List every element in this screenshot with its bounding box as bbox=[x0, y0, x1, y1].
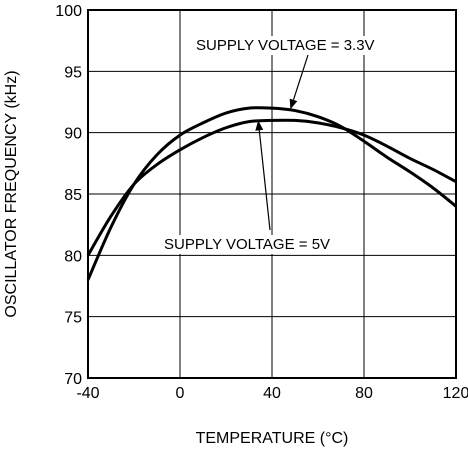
annotation-arrowhead-5v bbox=[255, 120, 264, 131]
plot-frame bbox=[87, 9, 457, 379]
y-tick-label: 100 bbox=[55, 3, 82, 20]
y-tick-label: 75 bbox=[64, 310, 82, 327]
annotation-background bbox=[193, 36, 378, 55]
x-tick-label: 40 bbox=[263, 385, 281, 402]
series-line-2 bbox=[86, 118, 457, 257]
annotation-supply-3v3: SUPPLY VOLTAGE = 3.3V bbox=[196, 37, 375, 54]
annotation-supply-5v: SUPPLY VOLTAGE = 5V bbox=[164, 236, 330, 253]
y-tick-label: 70 bbox=[64, 371, 82, 388]
x-tick-label: 120 bbox=[443, 385, 468, 402]
y-tick-label: 80 bbox=[64, 248, 82, 265]
x-axis-label: TEMPERATURE (°C) bbox=[196, 430, 349, 447]
x-tick-label: 0 bbox=[176, 385, 185, 402]
series-group bbox=[86, 106, 457, 281]
x-tick-label: 80 bbox=[355, 385, 373, 402]
series-line-1 bbox=[86, 106, 457, 281]
annotation-background bbox=[161, 235, 334, 254]
y-tick-label: 95 bbox=[64, 64, 82, 81]
x-tick-label: -40 bbox=[76, 385, 99, 402]
y-axis-label: OSCILLATOR FREQUENCY (kHz) bbox=[3, 70, 20, 317]
annotations: SUPPLY VOLTAGE = 3.3V SUPPLY VOLTAGE = 5… bbox=[161, 36, 378, 254]
tick-labels: -40 0 40 80 120 70 75 80 85 90 95 100 bbox=[55, 3, 468, 402]
y-tick-label: 85 bbox=[64, 187, 82, 204]
annotation-arrowhead-3v3 bbox=[289, 98, 298, 110]
y-tick-label: 90 bbox=[64, 126, 82, 143]
annotation-arrow-5v bbox=[258, 130, 271, 231]
annotation-arrow-3v3 bbox=[292, 54, 309, 101]
grid bbox=[87, 9, 457, 379]
